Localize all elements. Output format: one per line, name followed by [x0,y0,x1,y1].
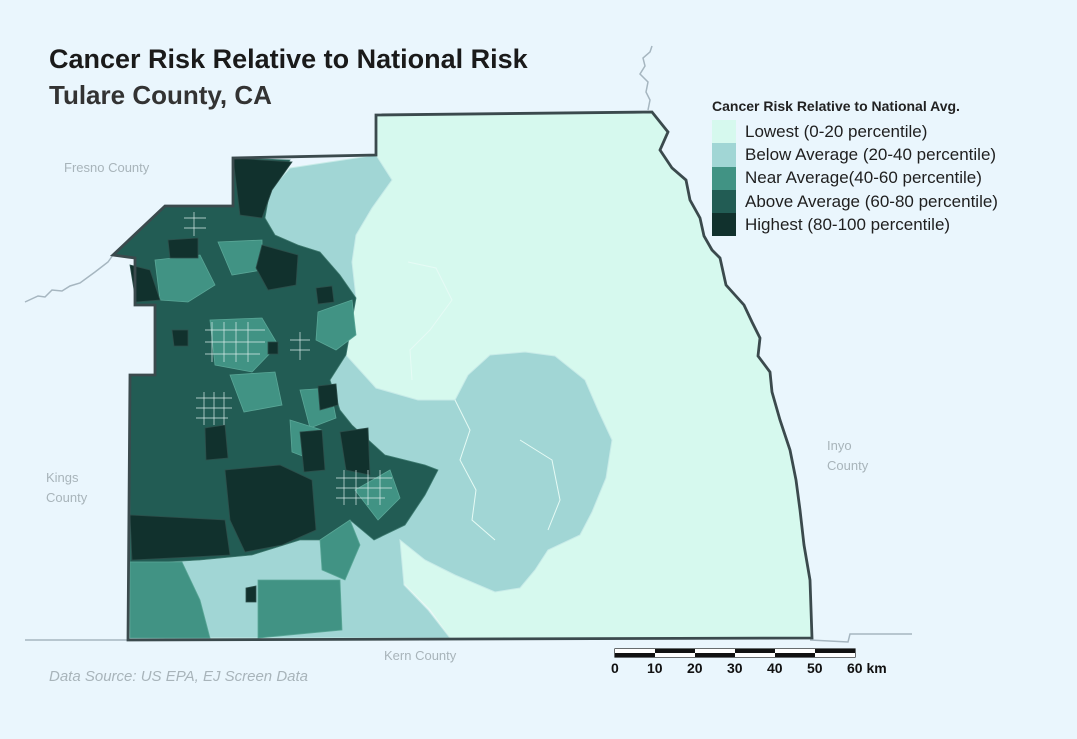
legend-label-near-average: Near Average(40-60 percentile) [745,168,982,188]
scale-bar-segment [735,653,775,657]
label-inyo-line2: County [827,458,869,473]
legend-swatch-lowest [712,120,736,144]
label-inyo-line1: Inyo [827,438,852,453]
label-fresno-county: Fresno County [64,160,150,175]
lowest-subareas [407,261,561,541]
scale-tick-10: 10 [647,660,663,676]
legend-swatch-highest [712,213,736,237]
legend-item-lowest: Lowest (0-20 percentile) [712,120,998,144]
scale-bar [614,648,856,658]
label-kings-line1: Kings [46,470,79,485]
scale-bar-segment [695,653,735,657]
scale-tick-50: 50 [807,660,823,676]
label-kern-county: Kern County [384,648,457,663]
region-near-average [129,239,401,639]
scale-bar-segment [655,649,695,653]
legend-label-above-average: Above Average (60-80 percentile) [745,191,998,211]
legend-label-below-average: Below Average (20-40 percentile) [745,144,997,164]
scale-tick-0: 0 [611,660,619,676]
scale-bar-segment [775,653,815,657]
label-kings-county: Kings County [46,468,87,508]
legend-swatch-above-average [712,189,736,214]
scale-bar-segment [615,649,655,653]
scale-bar-segment [815,649,855,653]
scale-tick-20: 20 [687,660,703,676]
data-source: Data Source: US EPA, EJ Screen Data [49,668,309,685]
scale-bar-segment [735,649,775,653]
neighbor-county-lines [24,45,912,643]
scale-tick-30: 30 [727,660,743,676]
scale-bar-segment [655,653,695,657]
legend-swatch-below-average [712,143,736,167]
label-kings-line2: County [46,490,88,505]
city-tract-grids [184,212,392,505]
map-title: Cancer Risk Relative to National Risk [49,44,528,74]
scale-bar-segment [695,649,735,653]
county-boundary [109,110,814,642]
scale-tick-60-km: 60 km [847,660,887,676]
legend-item-highest: Highest (80-100 percentile) [712,213,998,237]
legend: Cancer Risk Relative to National Avg. Lo… [712,98,998,237]
scale-bar-segment [815,653,855,657]
legend-swatch-near-average [712,166,736,190]
scale-bar-segment [615,653,655,657]
legend-title: Cancer Risk Relative to National Avg. [712,98,960,114]
legend-item-below-average: Below Average (20-40 percentile) [712,143,998,167]
legend-item-above-average: Above Average (60-80 percentile) [712,189,998,214]
map-subtitle: Tulare County, CA [49,80,272,110]
legend-label-lowest: Lowest (0-20 percentile) [745,121,928,141]
region-highest [129,157,371,603]
scale-tick-40: 40 [767,660,783,676]
legend-label-highest: Highest (80-100 percentile) [745,214,951,234]
scale-bar-segment [775,649,815,653]
legend-item-near-average: Near Average(40-60 percentile) [712,166,998,190]
label-inyo-county: Inyo County [827,436,868,476]
